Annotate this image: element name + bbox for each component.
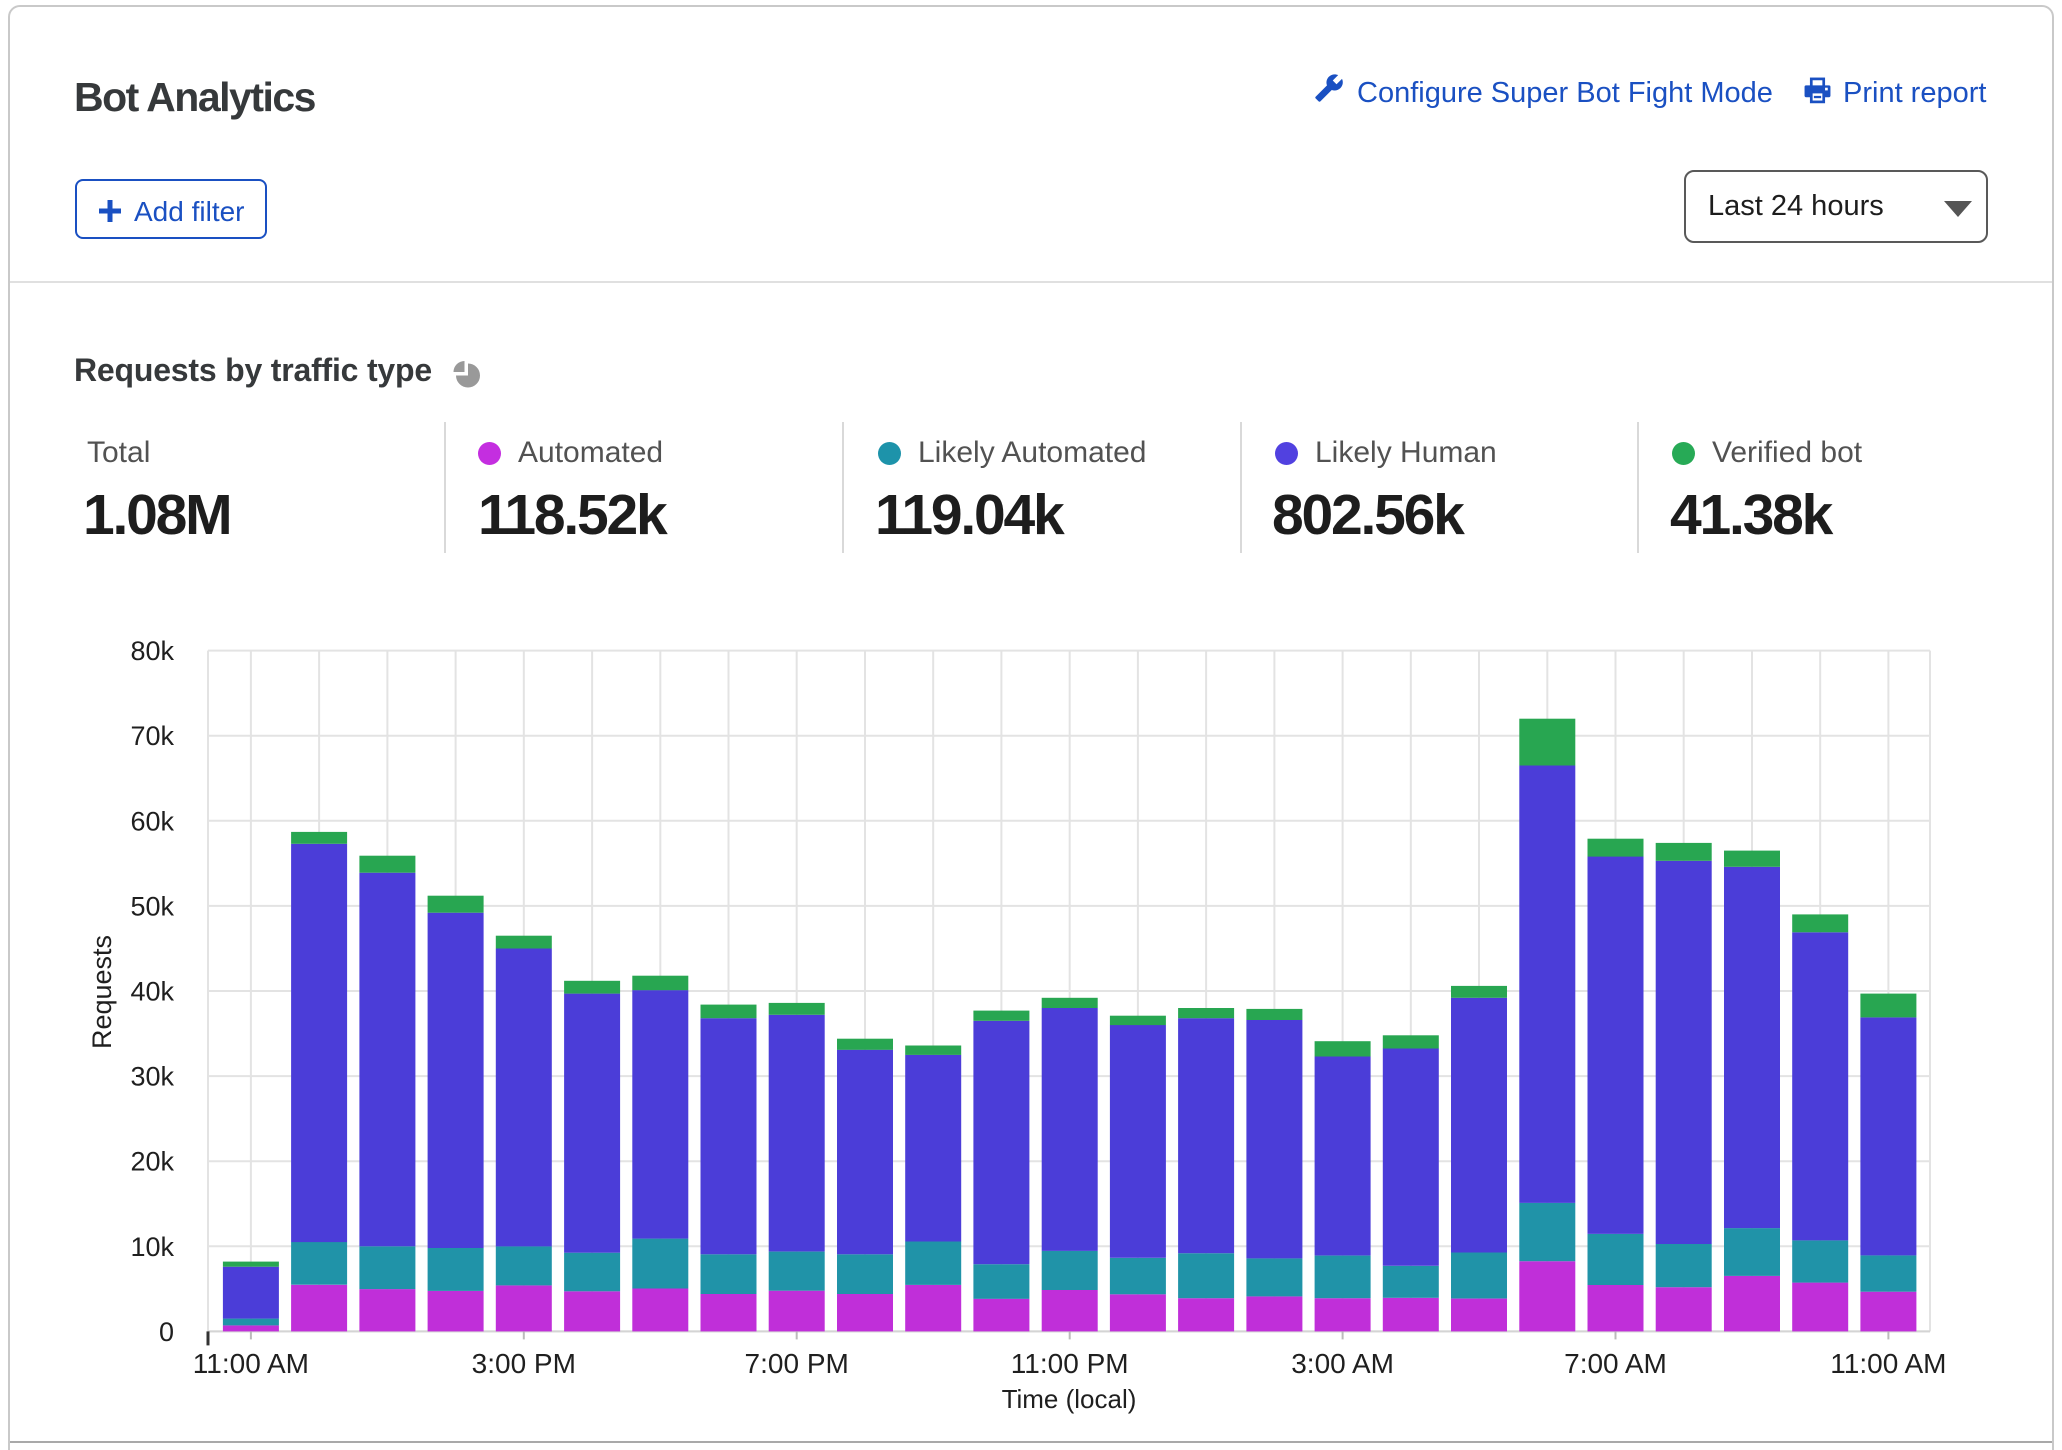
svg-text:0: 0 [159,1317,174,1347]
svg-text:Requests: Requests [87,935,117,1049]
svg-text:11:00 AM: 11:00 AM [1830,1348,1946,1379]
svg-text:70k: 70k [130,721,174,751]
svg-text:Time (local): Time (local) [1002,1384,1137,1414]
svg-text:30k: 30k [130,1062,174,1092]
svg-text:40k: 40k [130,977,174,1007]
svg-text:60k: 60k [130,806,174,836]
svg-text:10k: 10k [130,1232,174,1262]
svg-text:11:00 AM: 11:00 AM [193,1348,309,1379]
svg-text:80k: 80k [130,636,174,666]
svg-text:7:00 PM: 7:00 PM [745,1348,849,1379]
svg-text:20k: 20k [130,1147,174,1177]
svg-text:11:00 PM: 11:00 PM [1011,1348,1129,1379]
svg-text:3:00 AM: 3:00 AM [1291,1348,1394,1379]
svg-text:50k: 50k [130,891,174,921]
svg-text:3:00 PM: 3:00 PM [472,1348,576,1379]
svg-text:7:00 AM: 7:00 AM [1564,1348,1667,1379]
